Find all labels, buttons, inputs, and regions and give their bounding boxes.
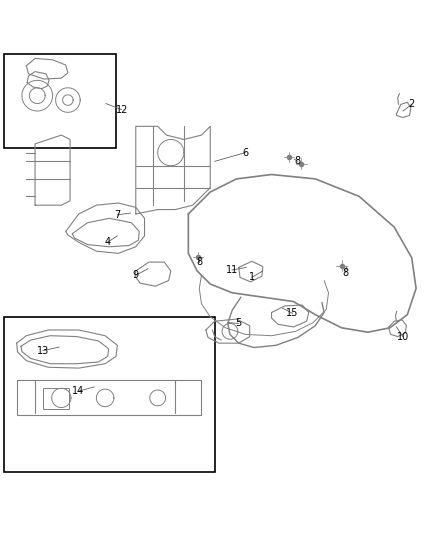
Text: 9: 9 [133,270,139,280]
Text: 1: 1 [249,272,255,282]
Bar [43,388,69,409]
Text: 7: 7 [114,210,120,220]
Text: 10: 10 [397,332,409,342]
FancyBboxPatch shape [4,54,116,148]
Text: 5: 5 [236,318,242,328]
FancyBboxPatch shape [4,317,215,472]
Text: 4: 4 [104,237,110,247]
Text: 6: 6 [242,148,248,158]
Text: 8: 8 [196,257,202,267]
Text: 8: 8 [342,268,348,278]
Text: 13: 13 [37,345,49,356]
Text: 8: 8 [295,156,301,166]
Text: 15: 15 [286,309,299,318]
Text: 2: 2 [409,100,415,109]
Text: 12: 12 [116,104,128,115]
Text: 11: 11 [226,265,238,275]
Text: 14: 14 [72,386,84,397]
